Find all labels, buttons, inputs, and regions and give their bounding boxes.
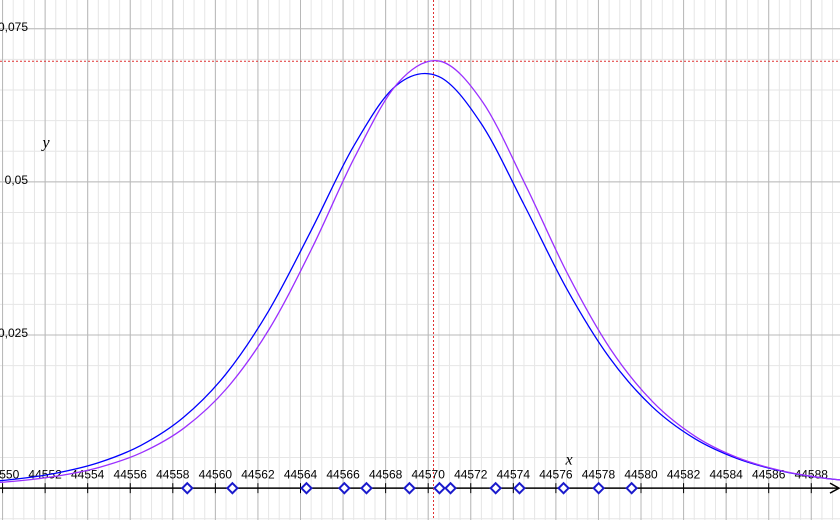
x-tick-label: 44578 — [582, 467, 616, 481]
y-tick-label: 0,05 — [5, 173, 29, 187]
data-point — [225, 481, 239, 495]
data-point — [360, 481, 373, 495]
x-tick-label: 44566 — [326, 467, 360, 481]
data-point — [489, 481, 503, 495]
x-tick-label: 44568 — [369, 467, 403, 481]
data-point — [444, 481, 457, 495]
x-tick-label: 44570 — [412, 467, 446, 481]
x-tick-label: 44584 — [709, 467, 743, 481]
data-point — [592, 481, 606, 495]
data-point — [300, 481, 313, 495]
y-tick-label: 0,075 — [0, 20, 28, 34]
data-point — [433, 481, 446, 495]
x-tick-label: 44574 — [497, 467, 531, 481]
x-tick-label: 44580 — [624, 467, 658, 481]
series-line — [0, 59, 840, 484]
x-tick-label: 44558 — [156, 467, 190, 481]
data-point — [180, 481, 194, 495]
x-tick-label: 44550 — [0, 467, 20, 481]
data-point — [557, 481, 570, 495]
x-tick-label: 44554 — [71, 467, 105, 481]
x-tick-label: 44562 — [241, 467, 275, 481]
data-point — [403, 481, 416, 495]
x-axis-label: x — [564, 452, 572, 469]
x-tick-label: 44576 — [539, 467, 573, 481]
data-point — [625, 481, 639, 495]
x-tick-label: 44556 — [114, 467, 148, 481]
x-axis-arrow — [829, 482, 840, 494]
x-tick-label: 44582 — [667, 467, 701, 481]
x-tick-label: 44552 — [28, 467, 62, 481]
series-line — [0, 72, 840, 482]
y-axis-label: y — [40, 135, 50, 152]
data-point — [513, 481, 526, 495]
x-tick-label: 44572 — [454, 467, 488, 481]
x-tick-label: 44586 — [752, 467, 786, 481]
y-tick-label: 0,025 — [0, 326, 28, 340]
data-point — [337, 481, 351, 495]
x-tick-label: 44560 — [199, 467, 233, 481]
x-tick-label: 44564 — [284, 467, 318, 481]
